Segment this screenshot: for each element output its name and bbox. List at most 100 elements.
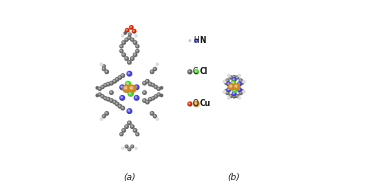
Circle shape: [122, 75, 123, 76]
Circle shape: [233, 89, 235, 91]
Circle shape: [105, 97, 106, 98]
Text: (b): (b): [228, 173, 241, 182]
Circle shape: [149, 82, 152, 86]
Circle shape: [153, 115, 156, 118]
Circle shape: [194, 70, 199, 74]
Circle shape: [135, 97, 137, 98]
Circle shape: [233, 88, 237, 92]
Circle shape: [136, 133, 138, 134]
Circle shape: [227, 82, 231, 86]
Circle shape: [99, 88, 100, 89]
Circle shape: [122, 147, 124, 149]
Circle shape: [98, 93, 101, 96]
Circle shape: [101, 85, 104, 88]
Circle shape: [238, 83, 240, 84]
Circle shape: [128, 148, 131, 151]
Circle shape: [233, 79, 234, 80]
Circle shape: [121, 74, 124, 77]
Circle shape: [110, 99, 113, 102]
Circle shape: [134, 42, 135, 43]
Circle shape: [110, 81, 113, 85]
Circle shape: [104, 97, 107, 100]
Circle shape: [120, 45, 123, 48]
Circle shape: [230, 95, 231, 96]
Circle shape: [96, 87, 99, 89]
Circle shape: [152, 84, 153, 85]
Circle shape: [155, 86, 156, 87]
Circle shape: [233, 76, 234, 77]
Circle shape: [128, 110, 130, 111]
Circle shape: [157, 93, 160, 96]
Circle shape: [126, 83, 128, 84]
Circle shape: [158, 94, 159, 95]
Circle shape: [118, 105, 122, 108]
Circle shape: [195, 70, 197, 72]
Circle shape: [225, 81, 228, 84]
Circle shape: [110, 91, 113, 94]
Circle shape: [98, 87, 101, 90]
Circle shape: [134, 129, 135, 131]
Circle shape: [129, 92, 131, 94]
Circle shape: [105, 84, 106, 85]
Circle shape: [116, 103, 117, 104]
Circle shape: [114, 101, 115, 102]
Circle shape: [125, 145, 128, 148]
Circle shape: [129, 37, 130, 38]
Circle shape: [225, 90, 228, 93]
Circle shape: [151, 112, 152, 114]
Circle shape: [189, 103, 190, 104]
Circle shape: [235, 85, 237, 87]
Circle shape: [102, 67, 105, 70]
Circle shape: [195, 39, 198, 42]
Circle shape: [135, 147, 137, 149]
Circle shape: [99, 94, 100, 95]
Circle shape: [135, 86, 137, 88]
Circle shape: [238, 89, 240, 90]
Circle shape: [100, 63, 103, 65]
Circle shape: [113, 80, 116, 83]
Circle shape: [115, 102, 119, 106]
Circle shape: [126, 81, 131, 87]
Circle shape: [188, 102, 192, 106]
Circle shape: [111, 82, 112, 83]
Circle shape: [188, 70, 192, 74]
Circle shape: [136, 45, 139, 48]
Circle shape: [119, 105, 120, 106]
Circle shape: [233, 76, 236, 79]
Circle shape: [126, 39, 127, 40]
Circle shape: [229, 94, 232, 98]
Circle shape: [243, 91, 245, 93]
Circle shape: [107, 83, 108, 84]
Circle shape: [146, 80, 149, 83]
Circle shape: [130, 26, 132, 28]
Circle shape: [144, 100, 145, 101]
Circle shape: [121, 86, 123, 88]
Circle shape: [136, 50, 139, 53]
Circle shape: [100, 118, 103, 120]
Circle shape: [123, 54, 124, 55]
Circle shape: [158, 88, 159, 89]
Circle shape: [128, 72, 130, 74]
Circle shape: [118, 76, 122, 79]
Circle shape: [232, 82, 233, 83]
Circle shape: [126, 29, 127, 30]
Circle shape: [234, 84, 240, 90]
Circle shape: [130, 57, 134, 60]
Circle shape: [232, 92, 236, 96]
Circle shape: [231, 81, 235, 85]
Circle shape: [106, 82, 110, 86]
Circle shape: [113, 100, 116, 104]
Circle shape: [131, 39, 132, 40]
Circle shape: [189, 71, 190, 72]
Circle shape: [233, 95, 234, 97]
Circle shape: [128, 61, 130, 63]
Circle shape: [129, 33, 131, 36]
Circle shape: [150, 70, 154, 74]
Circle shape: [155, 95, 156, 97]
Circle shape: [225, 90, 226, 91]
Circle shape: [130, 125, 134, 128]
Circle shape: [134, 96, 139, 100]
Circle shape: [136, 45, 138, 46]
Circle shape: [121, 97, 123, 98]
Circle shape: [243, 81, 245, 83]
